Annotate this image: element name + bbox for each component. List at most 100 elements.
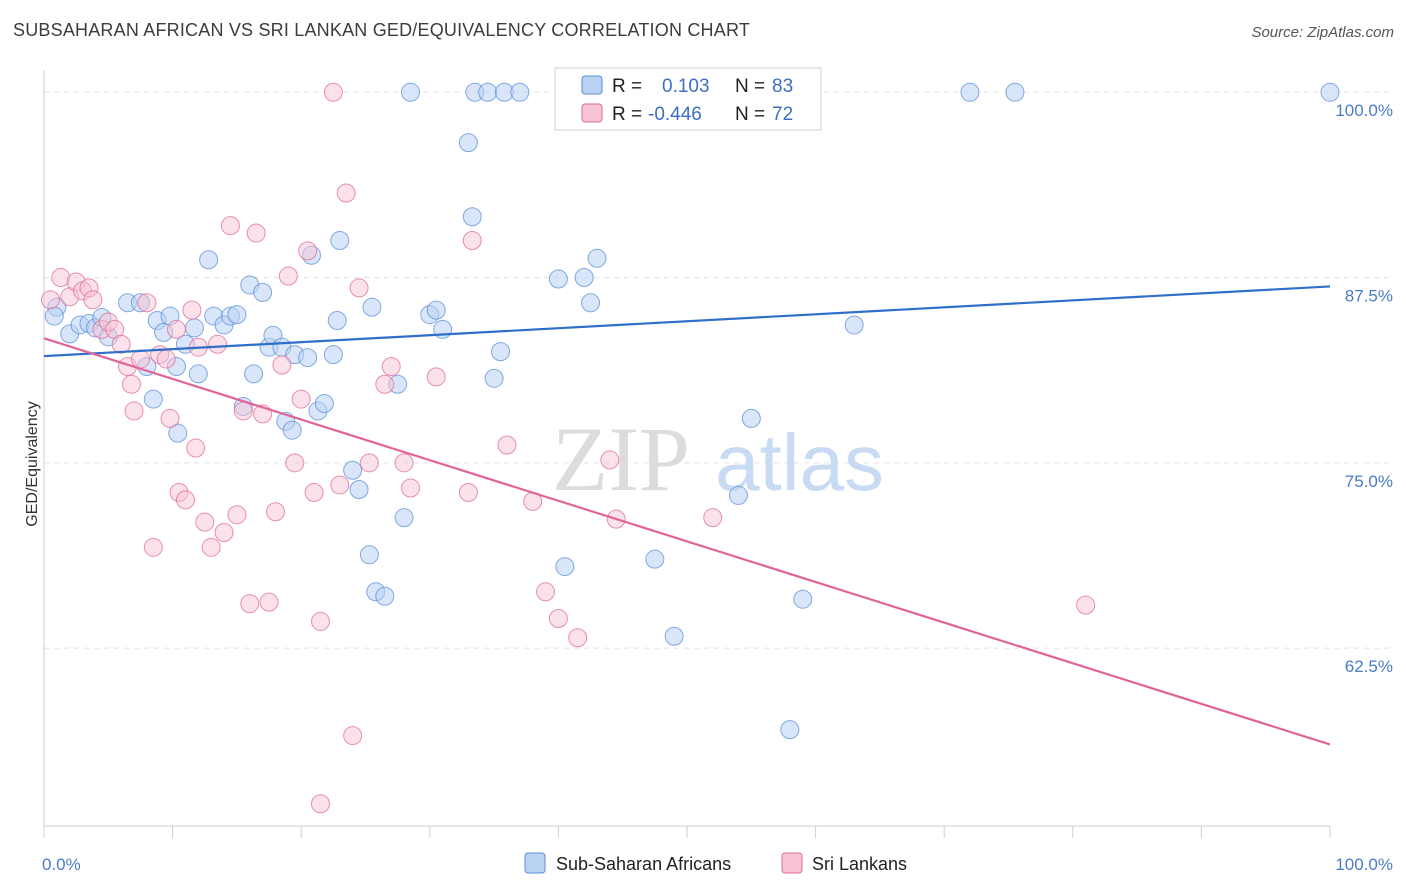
trend-lines: [43, 285, 1331, 746]
sub-saharan-point-41: [330, 230, 350, 250]
sri-lankan-point-52: [381, 356, 401, 376]
sub-saharan-point-54: [458, 133, 478, 153]
sub-saharan-point-35: [298, 348, 318, 368]
sub-saharan-point-45: [362, 297, 382, 317]
sri-lankan-point-31: [227, 505, 247, 525]
sub-saharan-point-74: [844, 315, 864, 335]
legend-r-label-sri-lankan: R =: [612, 104, 642, 125]
sri-lankan-point-22: [175, 490, 195, 510]
sub-saharan-point-71: [741, 408, 761, 428]
legend-r-value-sub-saharan: 0.103: [662, 76, 710, 97]
sri-lankan-point-51: [375, 374, 395, 394]
x-tick-labels: 0.0% 100.0%: [42, 855, 1393, 874]
sri-lankan-point-62: [568, 628, 588, 648]
sri-lankan-point-16: [143, 537, 163, 557]
sri-lankan-point-19: [160, 408, 180, 428]
sri-lankan-point-50: [359, 453, 379, 473]
sri-lankan-point-65: [703, 508, 723, 528]
sri-lankan-point-20: [166, 319, 186, 339]
sub-saharan-point-72: [780, 720, 800, 740]
sri-lankan-point-63: [600, 450, 620, 470]
sri-lankan-point-30: [220, 216, 240, 236]
bottom-legend: Sub-Saharan Africans Sri Lankans: [524, 852, 907, 874]
sub-saharan-point-59: [491, 342, 511, 362]
watermark-zip: ZIP: [552, 408, 690, 510]
bottom-legend-label-sub-saharan: Sub-Saharan Africans: [556, 854, 731, 874]
sri-lankan-point-37: [265, 502, 285, 522]
sub-saharan-point-20: [199, 250, 219, 270]
sri-lankan-point-0: [40, 290, 60, 310]
sri-lankan-point-6: [83, 290, 103, 310]
sub-saharan-point-76: [1005, 82, 1025, 102]
sri-lankan-point-28: [208, 334, 228, 354]
sri-lankan-point-42: [298, 241, 318, 261]
sri-lankan-point-53: [394, 453, 414, 473]
bottom-legend-swatch-sri-lankan: [781, 852, 803, 874]
series-sri-lankan-points: [40, 82, 1096, 814]
watermark: ZIP atlas: [552, 408, 884, 510]
sri-lankan-point-38: [272, 355, 292, 375]
sub-saharan-point-50: [401, 82, 421, 102]
legend-n-value-sub-saharan: 83: [772, 76, 793, 97]
sri-lankan-point-43: [304, 482, 324, 502]
bottom-legend-swatch-sub-saharan: [524, 852, 546, 874]
sri-lankan-point-57: [462, 230, 482, 250]
chart-title: SUBSAHARAN AFRICAN VS SRI LANKAN GED/EQU…: [13, 20, 751, 40]
legend-swatch-sri-lankan: [581, 103, 603, 123]
sri-lankan-point-32: [233, 401, 253, 421]
sri-lankan-point-26: [195, 512, 215, 532]
sri-lankan-point-55: [426, 367, 446, 387]
sub-saharan-point-75: [960, 82, 980, 102]
sri-lankan-point-27: [201, 537, 221, 557]
sub-saharan-point-11: [143, 389, 163, 409]
sri-lankan-point-45: [323, 82, 343, 102]
axes: [43, 70, 1331, 838]
sub-saharan-point-70: [728, 485, 748, 505]
sri-lankan-point-15: [137, 293, 157, 313]
sub-saharan-point-28: [253, 282, 273, 302]
sri-lankan-point-47: [336, 183, 356, 203]
sub-saharan-point-55: [462, 207, 482, 227]
sub-saharan-point-33: [282, 420, 302, 440]
sri-lankan-point-66: [1076, 595, 1096, 615]
sri-lankan-point-14: [130, 349, 150, 369]
sri-lankan-point-24: [186, 438, 206, 458]
sub-saharan-point-73: [793, 589, 813, 609]
sri-lankan-point-56: [458, 482, 478, 502]
sub-saharan-point-24: [227, 305, 247, 325]
sri-lankan-point-67: [310, 794, 330, 814]
sri-lankan-point-36: [259, 592, 279, 612]
sub-saharan-point-69: [664, 626, 684, 646]
legend-r-value-sri-lankan: -0.446: [648, 104, 702, 125]
legend-box: R = 0.103 N = 83 R = -0.446 N = 72: [554, 67, 822, 131]
sub-saharan-point-63: [555, 557, 575, 577]
sub-saharan-point-65: [581, 293, 601, 313]
sri-lankan-point-13: [124, 401, 144, 421]
sri-lankan-point-54: [401, 478, 421, 498]
sub-saharan-point-42: [343, 460, 363, 480]
sri-lankan-point-61: [548, 608, 568, 628]
sub-saharan-point-40: [327, 311, 347, 331]
sri-lankan-point-10: [111, 334, 131, 354]
sub-saharan-point-16: [168, 423, 188, 443]
sri-lankan-point-48: [343, 726, 363, 746]
sub-saharan-point-64: [574, 268, 594, 288]
sri-lankan-point-60: [536, 582, 556, 602]
sub-saharan-point-19: [188, 364, 208, 384]
legend-n-value-sri-lankan: 72: [772, 104, 793, 125]
y-tick-label-0: 62.5%: [1345, 657, 1393, 676]
sub-saharan-point-44: [359, 545, 379, 565]
sri-lankan-point-18: [156, 349, 176, 369]
y-tick-label-2: 87.5%: [1345, 287, 1393, 306]
sub-saharan-point-47: [375, 586, 395, 606]
sri-lankan-point-46: [330, 475, 350, 495]
x-tick-label-1: 100.0%: [1335, 855, 1393, 874]
source-credit: Source: ZipAtlas.com: [1251, 24, 1394, 41]
sri-lankan-trend-line: [43, 337, 1331, 746]
sri-lankan-point-23: [182, 300, 202, 320]
sri-lankan-point-34: [246, 223, 266, 243]
sub-saharan-point-49: [394, 508, 414, 528]
sub-saharan-point-27: [244, 364, 264, 384]
sub-saharan-point-39: [323, 345, 343, 365]
